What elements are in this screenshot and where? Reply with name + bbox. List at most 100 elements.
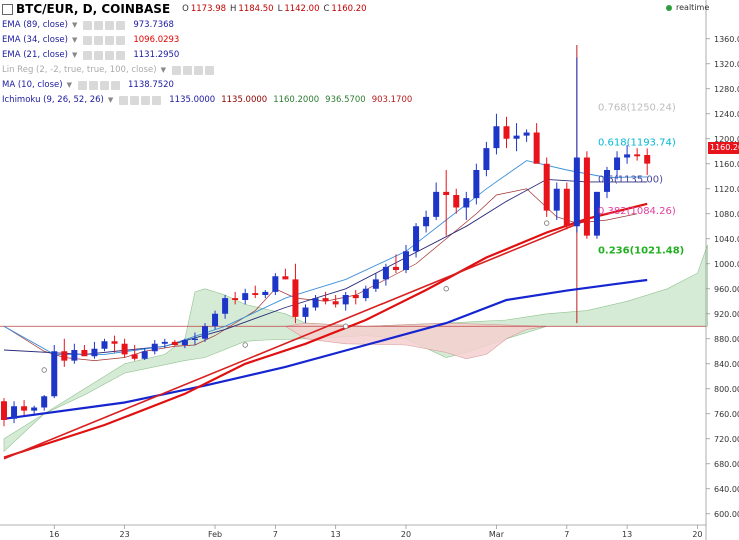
indicator-eye-icon[interactable] [83,36,93,45]
ohlc-key: O [182,3,189,14]
candle-body [31,407,38,411]
y-tick-label: 640.00 [714,485,739,494]
candle-body [513,135,520,139]
indicator-settings-icon[interactable] [94,36,104,45]
indicator-settings-icon[interactable] [94,51,104,60]
indicator-remove-icon[interactable] [105,21,115,30]
candle-body [61,351,68,361]
indicator-menu-caret-icon[interactable]: ▼ [71,51,78,60]
indicator-menu-caret-icon[interactable]: ▼ [71,36,78,45]
candle-body [202,326,208,339]
candle-body [593,191,600,236]
series-line-1 [3,202,648,459]
symbol-toggle-icon[interactable] [2,3,13,15]
indicator-menu-caret-icon[interactable]: ▼ [66,81,72,90]
indicator-remove-icon[interactable] [141,96,151,105]
candle-body [252,293,259,295]
indicator-name[interactable]: EMA (34, close) [2,35,68,46]
indicator-menu-caret-icon[interactable]: ▼ [71,21,78,30]
y-tick-label: 680.00 [714,460,739,469]
x-tick-label: 20 [692,530,702,539]
candle-body [553,188,560,211]
candle-body [413,226,420,252]
indicator-more-icon[interactable] [116,36,126,45]
candle-body [21,406,28,411]
y-tick-label: 1000.00 [714,260,739,269]
indicator-remove-icon[interactable] [105,36,115,45]
indicator-name[interactable]: Ichimoku (9, 26, 52, 26) [2,95,104,106]
indicator-row[interactable]: Ichimoku (9, 26, 52, 26) ▼ 1135.0000 1135.0… [0,93,412,108]
candle-body [392,266,399,270]
fib-label: 0.236(1021.48) [598,245,684,256]
indicator-row[interactable]: EMA (34, close) ▼ 1096.0293 [0,33,412,48]
indicator-name[interactable]: EMA (21, close) [2,50,68,61]
indicator-eye-icon[interactable] [171,66,181,75]
linreg-marker [343,323,349,329]
indicator-menu-caret-icon[interactable]: ▼ [107,96,114,105]
indicator-eye-icon[interactable] [83,51,93,60]
indicator-more-icon[interactable] [116,51,126,60]
indicator-value: 1096.0293 [133,35,180,46]
candle-body [312,298,319,308]
indicator-more-icon[interactable] [152,96,162,105]
candle-body [1,401,7,420]
candle-body [352,295,359,299]
candle-body [523,132,530,136]
candle-body [473,170,480,199]
candle-body [232,298,239,300]
candle-body [222,298,229,314]
indicator-eye-icon[interactable] [83,21,93,30]
indicator-remove-icon[interactable] [193,66,203,75]
linreg-marker [544,220,550,226]
indicator-eye-icon[interactable] [78,81,87,90]
y-tick-label: 1040.00 [714,235,739,244]
y-tick-label: 1200.00 [714,135,739,144]
candle-body [51,351,58,397]
indicator-row[interactable]: EMA (89, close) ▼ 973.7368 [0,18,412,33]
linreg-marker [443,286,449,292]
indicator-settings-icon[interactable] [94,21,104,30]
candle-body [493,126,500,149]
candle-body [362,288,369,299]
y-tick-label: 960.00 [714,285,739,294]
indicator-more-icon[interactable] [111,81,120,90]
linreg-marker [242,342,248,348]
indicator-name[interactable]: MA (10, close) [2,80,63,91]
indicator-eye-icon[interactable] [119,96,129,105]
candle-body [644,155,651,164]
x-tick-label: 13 [622,530,632,539]
indicator-more-icon[interactable] [116,21,126,30]
indicator-value: 903.1700 [371,95,413,106]
y-tick-label: 1360.00 [714,35,739,44]
series-line-0 [3,278,648,420]
candle-body [463,198,470,208]
candle-body [403,251,409,270]
indicator-settings-icon[interactable] [89,81,98,90]
indicator-row[interactable]: Lin Reg (2, -2, true, true, 100, close) ▼ [0,63,412,78]
y-tick-label: 880.00 [714,335,739,344]
candle-body [131,354,138,359]
indicator-menu-caret-icon[interactable]: ▼ [160,66,166,75]
indicator-row[interactable]: EMA (21, close) ▼ 1131.2950 [0,48,412,63]
ohlc-value: 1184.50 [238,3,274,14]
candle-body [322,298,329,302]
y-tick-label: 1320.00 [714,60,739,69]
y-tick-label: 840.00 [714,360,739,369]
candle-body [141,351,148,359]
indicator-row[interactable]: MA (10, close) ▼ 1138.7520 [0,78,412,93]
indicator-value: 1160.2000 [273,95,320,106]
x-tick-label: 20 [401,530,411,539]
indicator-name[interactable]: Lin Reg (2, -2, true, true, 100, close) [2,65,157,76]
indicator-name[interactable]: EMA (89, close) [2,20,68,31]
indicator-legend: BTC/EUR, D, COINBASE O 1173.98 H 1184.50 L 11… [0,0,412,108]
series-line-3 [3,160,648,355]
ohlc-value: 1173.98 [190,3,227,14]
ohlc-key: C [323,3,330,14]
ohlc-readout: O 1173.98 H 1184.50 L 1142.00 C 1160.20 [178,2,366,17]
indicator-settings-icon[interactable] [182,66,192,75]
indicator-settings-icon[interactable] [130,96,140,105]
indicator-more-icon[interactable] [204,66,214,75]
indicator-remove-icon[interactable] [105,51,115,60]
indicator-remove-icon[interactable] [100,81,109,90]
